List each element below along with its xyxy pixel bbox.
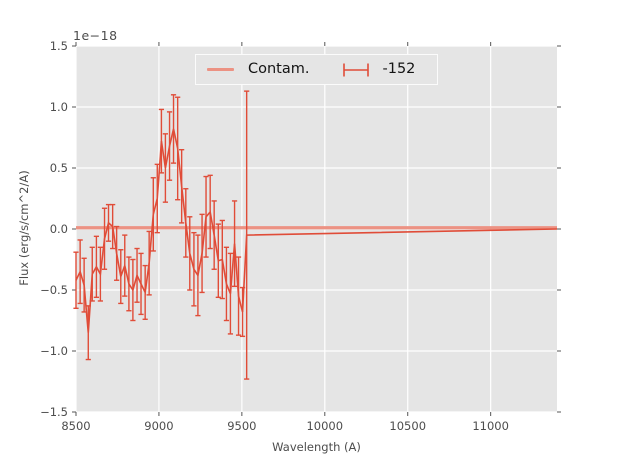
- x-tick-label: 10000: [306, 419, 343, 433]
- y-tick-label: −1.5: [40, 405, 68, 419]
- y-tick-labels: −1.5 −1.0 −0.5 0.0 0.5 1.0 1.5: [40, 39, 68, 419]
- x-tick-label: 8500: [61, 419, 90, 433]
- contam-line-swatch: [207, 68, 234, 71]
- legend: Contam. -152: [195, 54, 438, 85]
- y-tick-label: −0.5: [40, 283, 68, 297]
- y-tick-label: 1.5: [50, 39, 68, 53]
- legend-label-contam: Contam.: [248, 61, 310, 78]
- y-tick-label: 1.0: [50, 100, 68, 114]
- x-axis-label: Wavelength (A): [272, 440, 361, 454]
- x-tick-label: 10500: [389, 419, 426, 433]
- x-tick-label: 9000: [144, 419, 173, 433]
- axis-ticks: [72, 42, 561, 416]
- y-axis-offset-label: 1e−18: [73, 28, 118, 43]
- legend-label-object-id: -152: [382, 61, 416, 78]
- errorbar-swatch-icon: [342, 63, 369, 76]
- y-tick-label: −1.0: [40, 344, 68, 358]
- x-tick-label: 9500: [227, 419, 256, 433]
- x-tick-labels: 8500 9000 9500 10000 10500 11000: [61, 419, 509, 433]
- errorbar-series: [73, 90, 558, 380]
- spectrum-line: [75, 128, 558, 333]
- y-tick-label: 0.0: [50, 222, 68, 236]
- y-axis-label: Flux (erg/s/cm^2/A): [17, 170, 31, 286]
- y-tick-label: 0.5: [50, 161, 68, 175]
- x-tick-label: 11000: [472, 419, 509, 433]
